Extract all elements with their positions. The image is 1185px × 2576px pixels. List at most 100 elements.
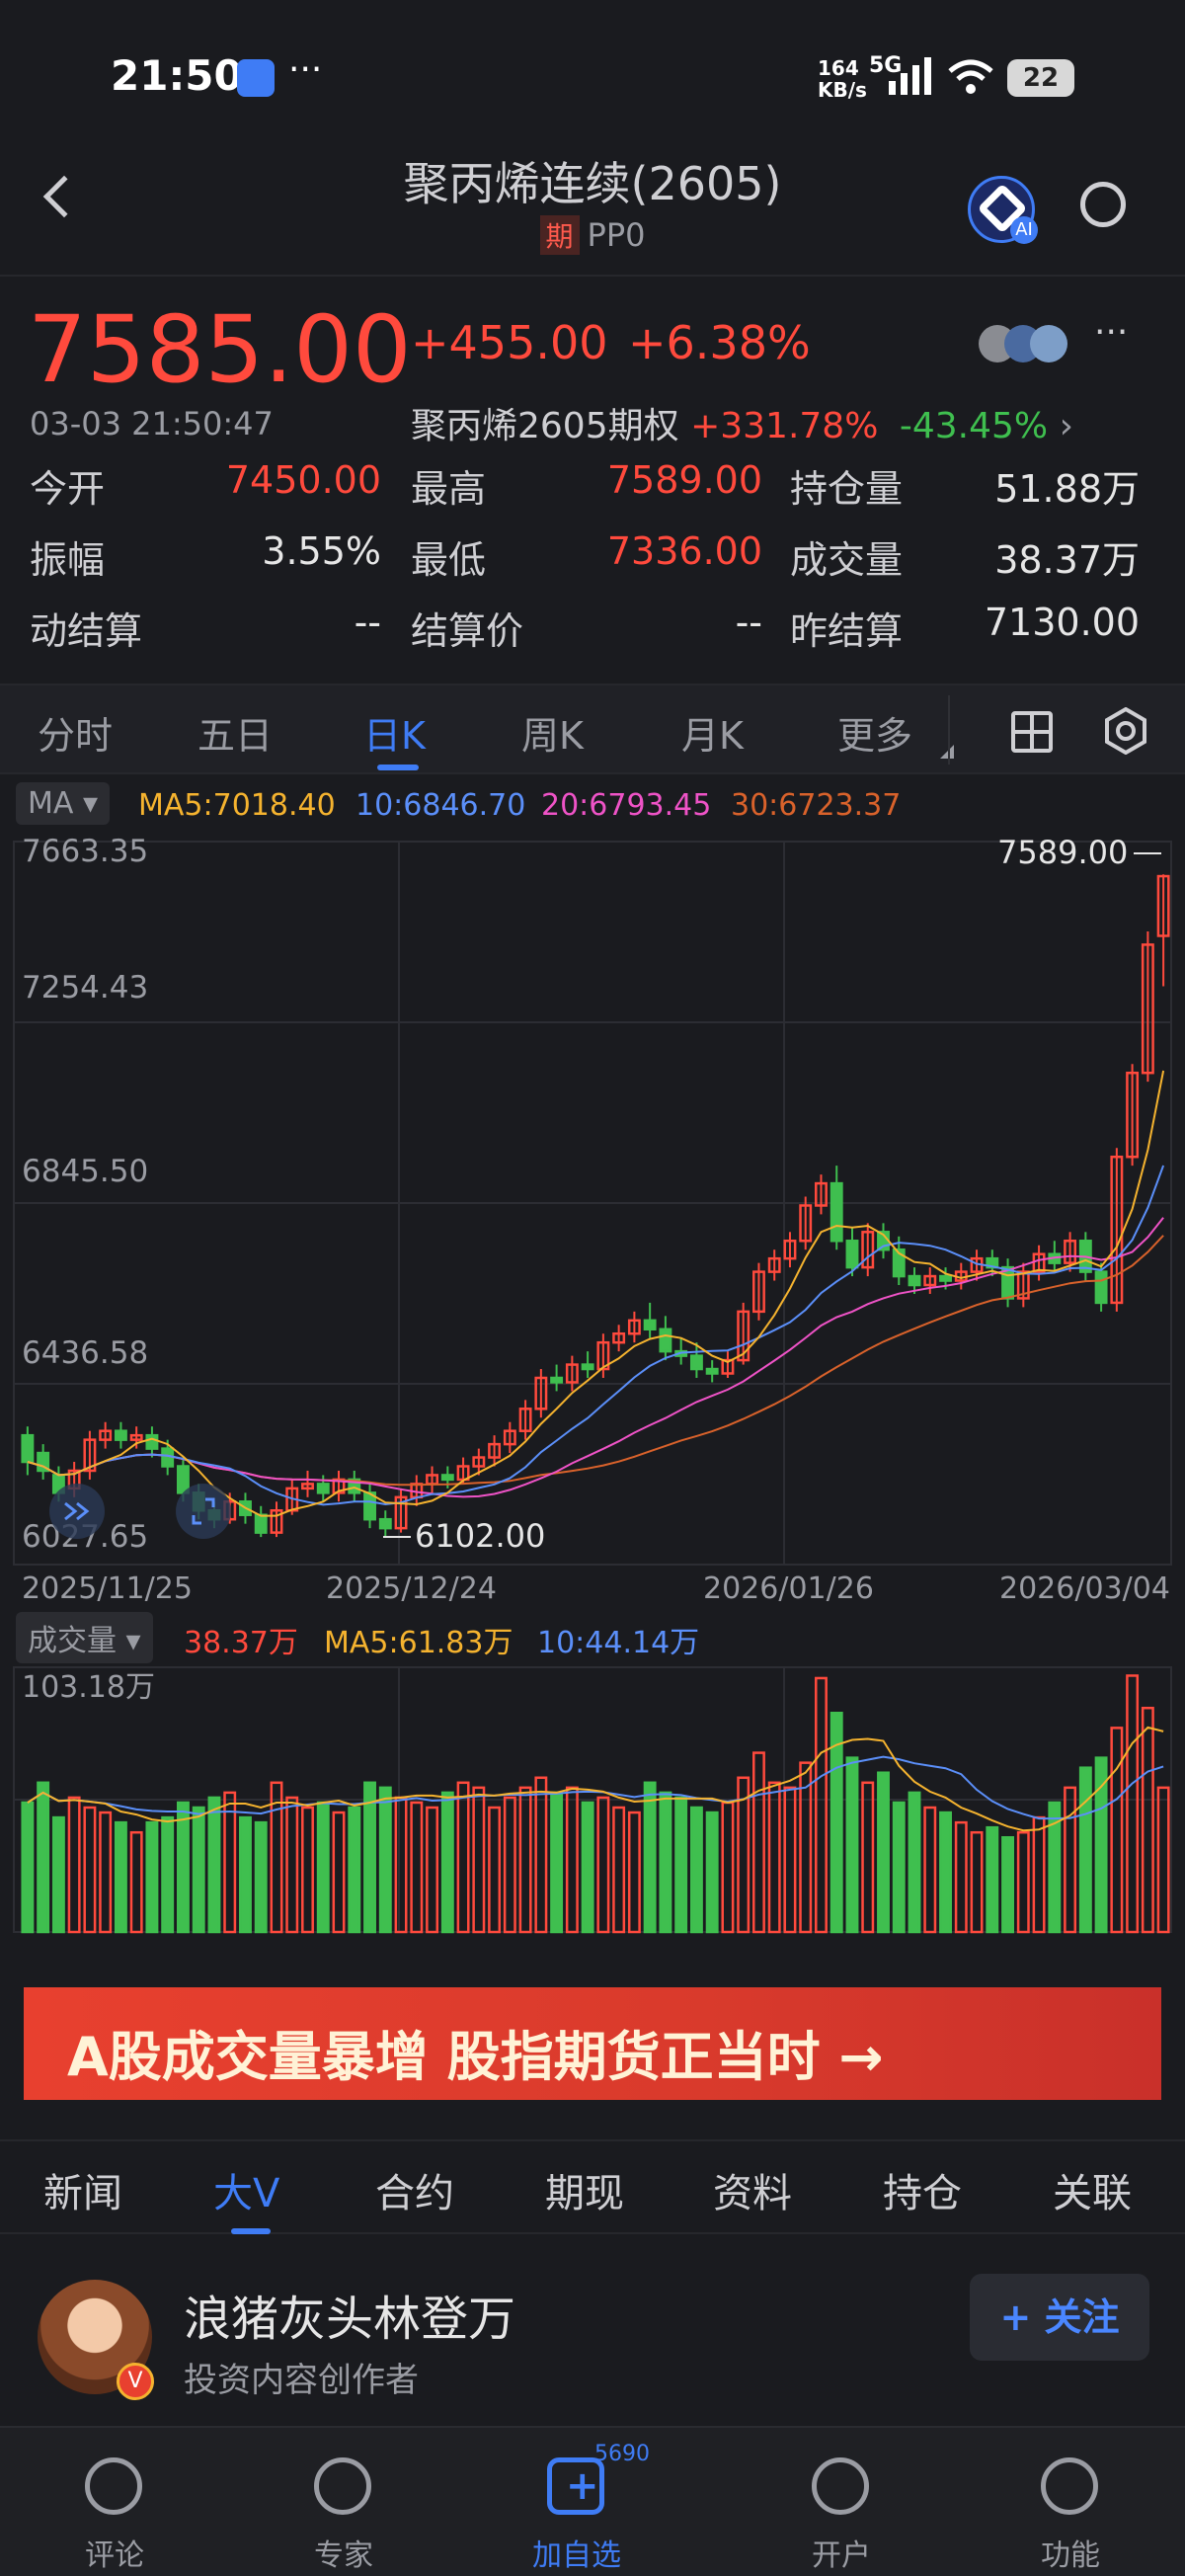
volume-bar xyxy=(892,1801,906,1934)
quote-label: 今开 xyxy=(30,467,106,511)
candle-body xyxy=(830,1181,843,1243)
news-tab[interactable]: 合约 xyxy=(375,2171,454,2216)
chart-tab[interactable]: 五日 xyxy=(198,714,274,758)
chart-tab[interactable]: 分时 xyxy=(38,714,114,758)
volume-bar xyxy=(363,1781,376,1934)
volume-bar xyxy=(767,1781,781,1934)
news-tab[interactable]: 大V xyxy=(213,2171,280,2216)
chart-tab[interactable]: 周K xyxy=(521,714,584,758)
bottom-nav: 评论 专家 + 加自选 5690 开户 功能 xyxy=(0,2426,1185,2576)
volume-bar xyxy=(1110,1727,1124,1934)
quote-value: 7450.00 xyxy=(225,458,381,502)
news-tab[interactable]: 资料 xyxy=(713,2171,792,2216)
chart-tab[interactable]: 日K xyxy=(363,714,426,758)
author-card[interactable]: V 浪猪灰头林登万 投资内容创作者 + 关注 xyxy=(0,2236,1185,2426)
y-tick-label: 6436.58 xyxy=(22,1335,148,1371)
promo-banner-text: A股成交量暴增 股指期货正当时 → xyxy=(67,2026,884,2088)
ai-assistant-icon[interactable]: AI xyxy=(968,176,1038,244)
candlestick-chart[interactable]: 7663.357254.436845.506436.586027.657589.… xyxy=(0,832,1185,1602)
news-tab[interactable]: 新闻 xyxy=(43,2171,122,2216)
author-desc: 投资内容创作者 xyxy=(184,2361,419,2400)
volume-bar xyxy=(270,1781,283,1934)
nav-item[interactable]: 专家 xyxy=(265,2428,423,2576)
related-avatars-icon[interactable] xyxy=(976,322,1074,365)
ma-selector[interactable]: MA ▾ xyxy=(16,782,111,825)
volume-bar xyxy=(518,1786,532,1934)
volume-bar xyxy=(908,1791,921,1934)
candle-body xyxy=(534,1376,548,1410)
candle-body xyxy=(176,1465,190,1494)
candle-body xyxy=(394,1495,408,1530)
volume-bar xyxy=(488,1806,502,1934)
candle-body xyxy=(689,1354,703,1371)
volume-bar xyxy=(534,1776,548,1934)
volume-selector-label: 成交量 xyxy=(28,1624,117,1658)
ma20-value: 20:6793.45 xyxy=(541,788,712,823)
volume-bar xyxy=(581,1801,594,1934)
contract-code: 期 PP0 xyxy=(0,215,1185,255)
volume-bar xyxy=(51,1815,65,1934)
quote-label: 昨结算 xyxy=(790,609,904,653)
nav-item[interactable]: 开户 xyxy=(762,2428,920,2576)
ma-legend: MA ▾ MA5:7018.40 10:6846.70 20:6793.45 3… xyxy=(0,776,1185,832)
nav-item[interactable]: 功能 xyxy=(991,2428,1149,2576)
promo-banner[interactable]: A股成交量暴增 股指期货正当时 → xyxy=(24,1987,1161,2100)
plus-glyph: + xyxy=(566,2463,599,2509)
chart-tab[interactable]: 更多 xyxy=(837,714,913,758)
last-price: 7585.00 xyxy=(28,296,412,404)
news-tab[interactable]: 持仓 xyxy=(883,2171,962,2216)
candle-body xyxy=(1094,1270,1108,1305)
volume-bar xyxy=(440,1791,454,1934)
volume-chart[interactable]: 103.18万 xyxy=(0,1663,1185,1936)
option-link[interactable]: 聚丙烯2605期权 +331.78% -43.45% › xyxy=(411,397,1073,448)
candle-body xyxy=(348,1478,361,1494)
volume-bar xyxy=(1078,1766,1092,1934)
quote-label: 最高 xyxy=(411,467,487,511)
news-tab[interactable]: 期现 xyxy=(545,2171,624,2216)
news-tab-bar: 新闻 大V 合约 期现 资料 持仓 关联 xyxy=(0,2139,1185,2234)
more-icon[interactable]: ··· xyxy=(1094,312,1129,353)
candle-body xyxy=(892,1248,906,1278)
volume-bar xyxy=(161,1815,175,1934)
settings-icon[interactable] xyxy=(1102,706,1149,756)
option-pct-1: +331.78% xyxy=(690,406,879,446)
volume-bar xyxy=(192,1806,205,1934)
volume-bar xyxy=(986,1825,999,1934)
volume-legend: 成交量 ▾ 38.37万 MA5:61.83万 10:44.14万 xyxy=(0,1608,1185,1663)
volume-bar xyxy=(332,1811,346,1934)
y-tick-label: 7254.43 xyxy=(22,970,148,1006)
quote-value: 51.88万 xyxy=(994,467,1140,511)
header: 聚丙烯连续(2605) 期 PP0 AI xyxy=(0,119,1185,277)
layout-grid-icon[interactable] xyxy=(1011,711,1053,753)
volume-bar xyxy=(472,1786,486,1934)
quote-label: 持仓量 xyxy=(790,467,904,511)
volume-selector[interactable]: 成交量 ▾ xyxy=(16,1612,153,1663)
volume-bar xyxy=(207,1796,221,1934)
ma30-value: 30:6723.37 xyxy=(731,788,902,823)
candle-body xyxy=(518,1408,532,1432)
volume-bar xyxy=(503,1796,516,1934)
nav-label: 评论 xyxy=(85,2538,144,2573)
chevron-right-icon: › xyxy=(1059,406,1073,446)
candle-body xyxy=(316,1483,330,1494)
volume-bar xyxy=(129,1830,143,1934)
nav-item[interactable]: 评论 xyxy=(36,2428,194,2576)
chart-tab[interactable]: 月K xyxy=(681,714,744,758)
nav-label: 功能 xyxy=(1041,2538,1100,2573)
volume-bar xyxy=(114,1820,127,1934)
volume-bar xyxy=(1094,1756,1108,1934)
follow-button[interactable]: + 关注 xyxy=(970,2274,1149,2361)
comment-icon xyxy=(85,2457,142,2515)
candle-body xyxy=(845,1240,859,1269)
volume-bar xyxy=(410,1801,424,1934)
candle-body xyxy=(114,1429,127,1441)
nav-item[interactable]: + 加自选 5690 xyxy=(498,2428,656,2576)
volume-bar xyxy=(970,1830,984,1934)
news-tab[interactable]: 关联 xyxy=(1053,2171,1132,2216)
volume-bar xyxy=(285,1796,299,1934)
candle-body xyxy=(145,1433,159,1450)
search-icon[interactable] xyxy=(1080,182,1126,227)
ma20-line xyxy=(27,1217,1164,1498)
candle-body xyxy=(301,1483,314,1490)
